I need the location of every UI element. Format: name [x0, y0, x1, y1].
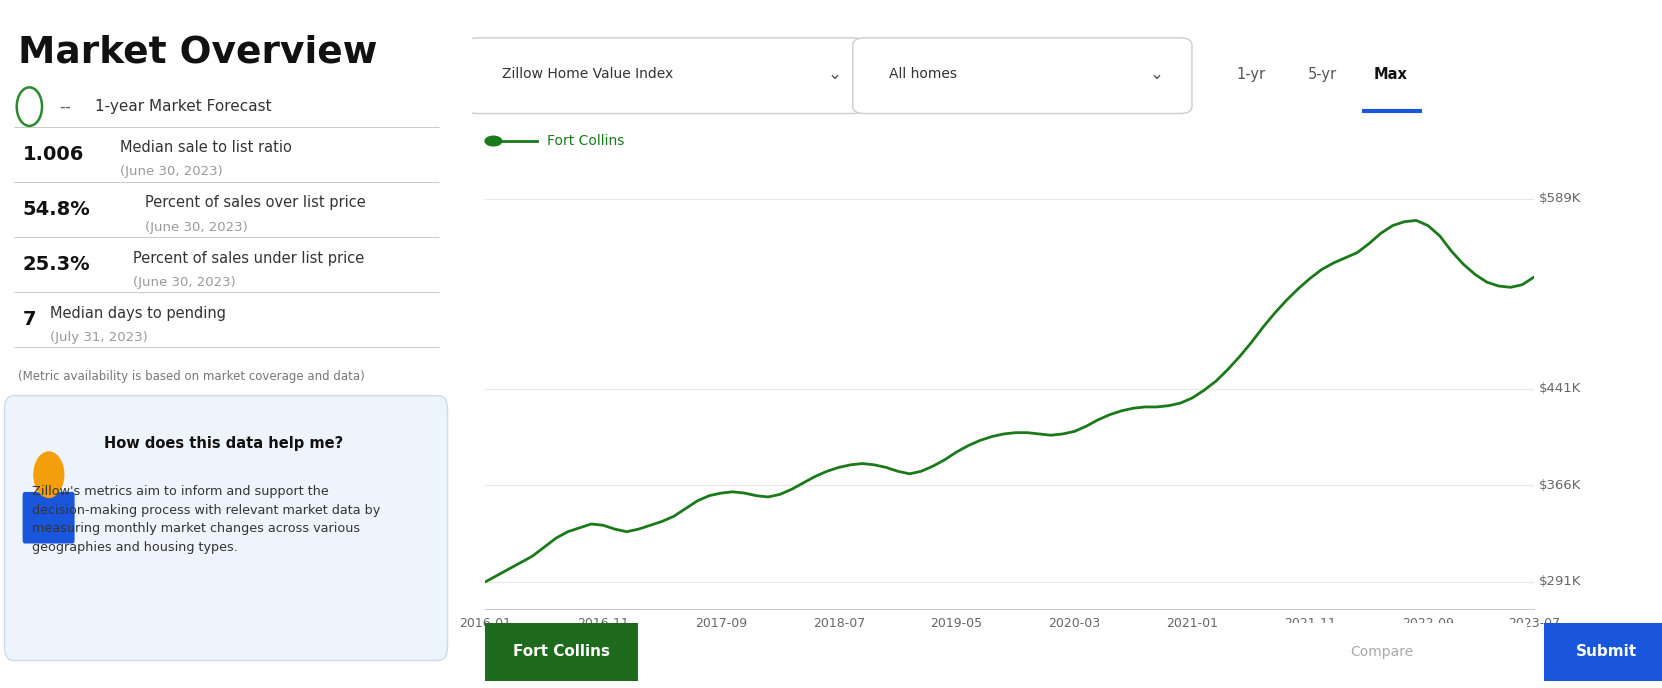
FancyBboxPatch shape: [1213, 618, 1551, 686]
Text: 5-yr: 5-yr: [1308, 67, 1338, 82]
Text: Percent of sales under list price: Percent of sales under list price: [133, 250, 364, 266]
Circle shape: [33, 452, 63, 497]
Circle shape: [485, 136, 502, 146]
Text: All homes: All homes: [889, 67, 957, 81]
FancyBboxPatch shape: [1534, 618, 1662, 686]
FancyBboxPatch shape: [853, 38, 1192, 114]
Text: Market Overview: Market Overview: [18, 34, 377, 70]
Text: Median sale to list ratio: Median sale to list ratio: [120, 140, 291, 155]
Text: Zillow Home Value Index: Zillow Home Value Index: [502, 67, 673, 81]
FancyBboxPatch shape: [23, 492, 75, 544]
Text: 1.006: 1.006: [23, 145, 85, 164]
Text: How does this data help me?: How does this data help me?: [105, 436, 344, 451]
Circle shape: [17, 87, 42, 126]
Text: (July 31, 2023): (July 31, 2023): [50, 331, 148, 343]
Text: Compare: Compare: [1350, 645, 1414, 659]
Text: Percent of sales over list price: Percent of sales over list price: [145, 195, 366, 211]
Text: ⌄: ⌄: [1150, 65, 1163, 83]
FancyBboxPatch shape: [5, 396, 447, 660]
Text: Zillow's metrics aim to inform and support the
decision-making process with rele: Zillow's metrics aim to inform and suppo…: [32, 485, 381, 554]
Text: Fort Collins: Fort Collins: [514, 645, 610, 659]
Text: (June 30, 2023): (June 30, 2023): [120, 166, 223, 178]
Text: $441K: $441K: [1539, 383, 1581, 396]
Text: ⌄: ⌄: [828, 65, 843, 83]
Text: 7: 7: [23, 310, 37, 330]
Text: (June 30, 2023): (June 30, 2023): [145, 221, 248, 233]
Text: Submit: Submit: [1576, 645, 1637, 659]
Text: --: --: [58, 98, 70, 116]
Text: (June 30, 2023): (June 30, 2023): [133, 276, 236, 288]
Text: Median days to pending: Median days to pending: [50, 305, 226, 321]
Text: 1-year Market Forecast: 1-year Market Forecast: [95, 99, 271, 114]
Text: $366K: $366K: [1539, 479, 1581, 492]
Text: $291K: $291K: [1539, 575, 1582, 588]
Text: 54.8%: 54.8%: [23, 200, 90, 219]
FancyBboxPatch shape: [474, 618, 650, 686]
Text: $589K: $589K: [1539, 192, 1581, 205]
Text: ↑: ↑: [25, 100, 35, 113]
Text: 1-yr: 1-yr: [1237, 67, 1266, 82]
Text: Fort Collins: Fort Collins: [547, 134, 625, 148]
Text: (Metric availability is based on market coverage and data): (Metric availability is based on market …: [18, 370, 366, 383]
FancyBboxPatch shape: [465, 38, 864, 114]
Text: 25.3%: 25.3%: [23, 255, 90, 275]
Text: Max: Max: [1374, 67, 1408, 82]
